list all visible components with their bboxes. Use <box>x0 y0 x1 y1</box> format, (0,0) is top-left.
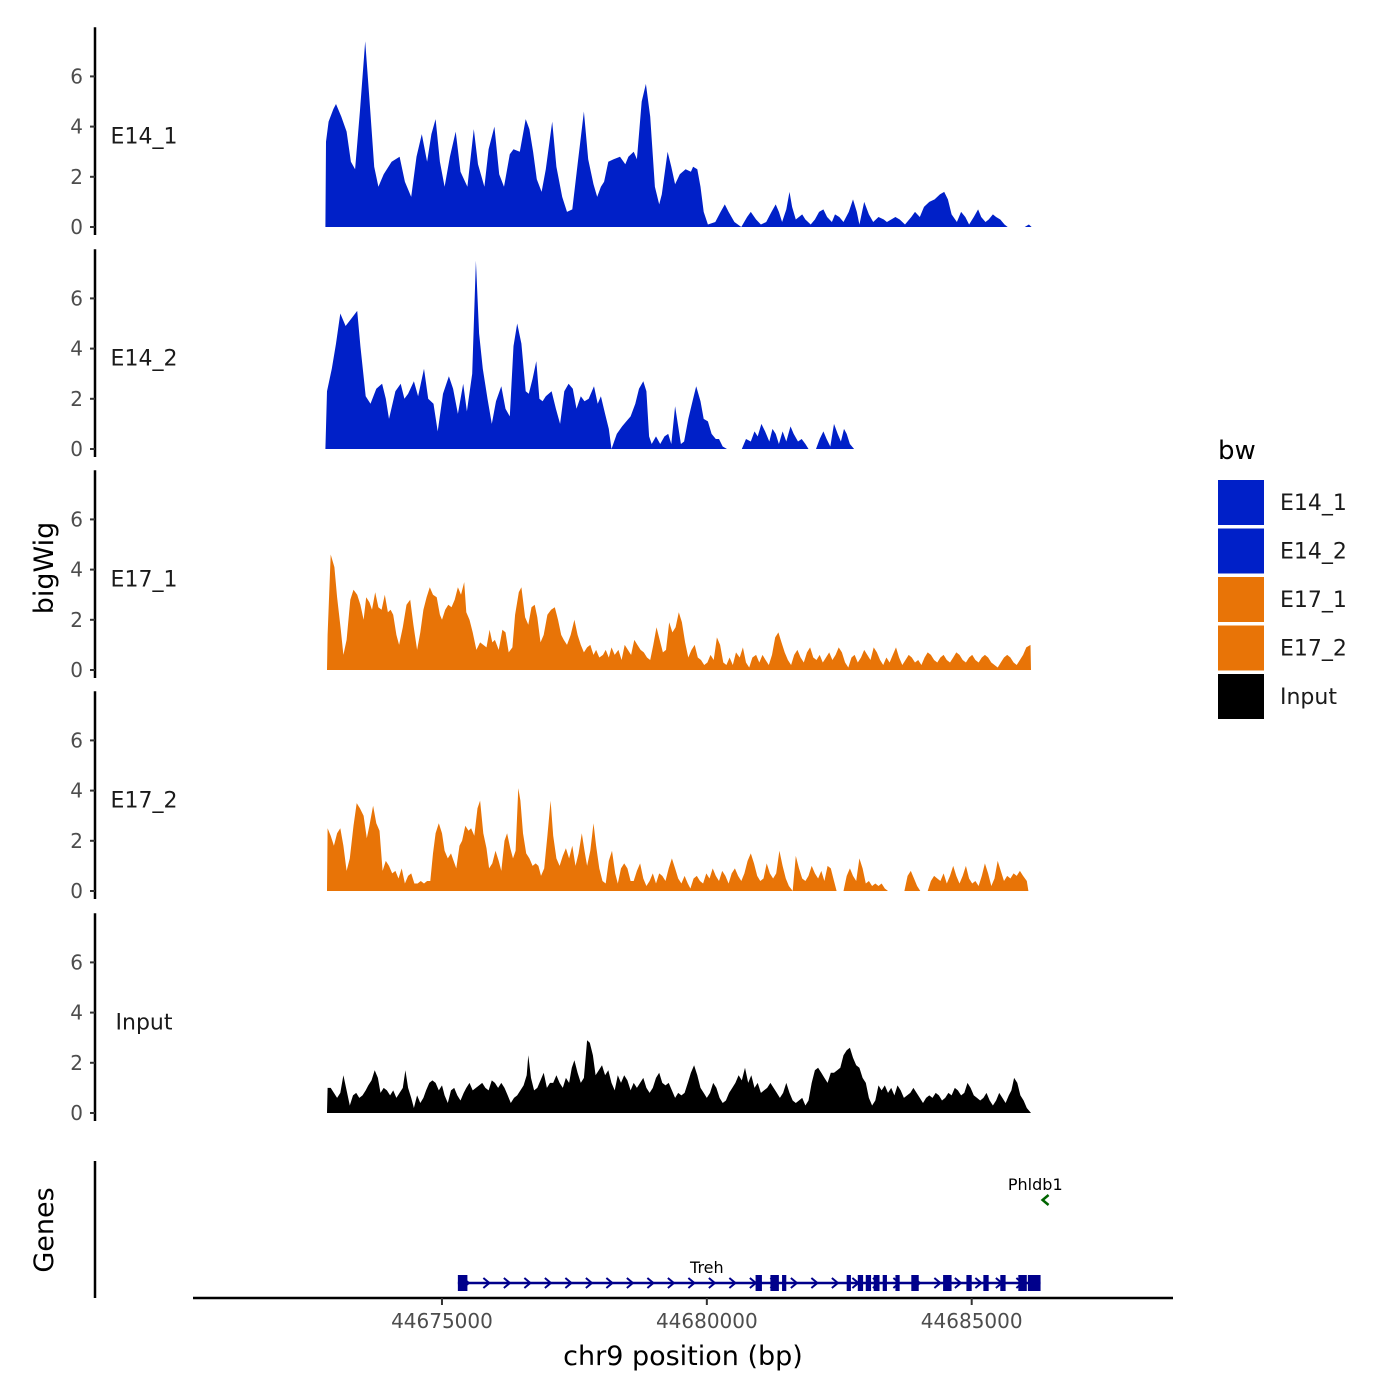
legend-label-Input: Input <box>1280 685 1337 710</box>
exon <box>966 1275 972 1291</box>
legend-label-E17_1: E17_1 <box>1280 588 1347 613</box>
y-tick-label: 6 <box>70 286 83 310</box>
exon <box>865 1275 872 1291</box>
exon <box>755 1275 762 1291</box>
track-label-E14_2: E14_2 <box>111 347 178 372</box>
gene-label: Phldb1 <box>1008 1175 1063 1194</box>
gene-Treh: Treh <box>457 1258 1041 1291</box>
area-E17_1 <box>327 554 1031 670</box>
y-tick-label: 0 <box>70 437 83 461</box>
track-label-E17_2: E17_2 <box>111 789 178 814</box>
exon <box>1027 1275 1041 1291</box>
strand-arrow <box>626 1277 635 1289</box>
strand-arrow <box>954 1277 963 1289</box>
area-E14_1 <box>325 41 1032 227</box>
y-tick-label: 2 <box>70 829 83 853</box>
signal-tracks: 0 2 4 6 E14_1 0 2 4 6 E14_2 0 2 4 6 E17_1 0 2 4 6 E17_2 0 2 4 6… <box>70 27 1032 1125</box>
track-Input: 0 2 4 6 Input <box>70 913 1031 1125</box>
track-E14_2: 0 2 4 6 E14_2 <box>70 249 865 461</box>
area-E17_2 <box>327 788 1029 891</box>
exon <box>943 1275 952 1291</box>
y-tick-label: 0 <box>70 879 83 903</box>
strand-arrow <box>790 1277 799 1289</box>
y-tick-label: 6 <box>70 950 83 974</box>
exon <box>983 1275 989 1291</box>
y-tick-label: 2 <box>70 387 83 411</box>
x-axis-title: chr9 position (bp) <box>563 1341 803 1372</box>
genes-panel-title: Genes <box>29 1187 60 1272</box>
strand-arrow <box>831 1277 840 1289</box>
strand-arrow <box>708 1277 717 1289</box>
strand-arrow <box>1040 1194 1050 1206</box>
y-tick-label: 2 <box>70 165 83 189</box>
x-tick-label: 44685000 <box>921 1309 1023 1333</box>
strand-arrow <box>482 1277 491 1289</box>
y-tick-label: 0 <box>70 1101 83 1125</box>
strand-arrow <box>605 1277 614 1289</box>
strand-arrow <box>503 1277 512 1289</box>
y-tick-label: 2 <box>70 608 83 632</box>
exon <box>857 1275 864 1291</box>
x-tick-label: 44680000 <box>656 1309 758 1333</box>
legend-title: bw <box>1218 436 1256 466</box>
exon <box>846 1275 851 1291</box>
legend-label-E14_2: E14_2 <box>1280 540 1347 565</box>
y-tick-label: 4 <box>70 115 83 139</box>
area-E14_2 <box>325 260 865 449</box>
y-tick-label: 0 <box>70 215 83 239</box>
legend-swatch-E14_1 <box>1218 480 1264 525</box>
genes-panel: 44675000 44680000 44685000 Treh Phldb1 <box>93 1161 1173 1333</box>
strand-arrow <box>810 1277 819 1289</box>
strand-arrow <box>728 1277 737 1289</box>
track-label-E14_1: E14_1 <box>111 125 178 150</box>
y-tick-label: 4 <box>70 1001 83 1025</box>
strand-arrow <box>585 1277 594 1289</box>
strand-arrow <box>646 1277 655 1289</box>
strand-arrow <box>544 1277 553 1289</box>
track-E14_1: 0 2 4 6 E14_1 <box>70 27 1032 239</box>
legend-label-E17_2: E17_2 <box>1280 637 1347 662</box>
y-axis-title: bigWig <box>29 522 60 615</box>
exon <box>882 1275 887 1291</box>
exon <box>895 1275 900 1291</box>
strand-arrow <box>667 1277 676 1289</box>
y-tick-label: 6 <box>70 728 83 752</box>
y-tick-label: 4 <box>70 337 83 361</box>
y-tick-label: 0 <box>70 658 83 682</box>
y-tick-label: 4 <box>70 558 83 582</box>
strand-arrow <box>523 1277 532 1289</box>
x-tick-label: 44675000 <box>391 1309 493 1333</box>
area-Input <box>327 1040 1031 1113</box>
exon <box>1018 1275 1027 1291</box>
y-tick-label: 4 <box>70 779 83 803</box>
strand-arrow <box>974 1277 983 1289</box>
y-tick-label: 6 <box>70 64 83 88</box>
track-label-E17_1: E17_1 <box>111 568 178 593</box>
legend: bw E14_1 E14_2 E17_1 E17_2 Input <box>1218 436 1347 719</box>
y-tick-label: 2 <box>70 1051 83 1075</box>
track-E17_1: 0 2 4 6 E17_1 <box>70 470 1031 682</box>
legend-label-E14_1: E14_1 <box>1280 491 1347 516</box>
exon <box>1000 1275 1006 1291</box>
exon <box>770 1275 779 1291</box>
track-E17_2: 0 2 4 6 E17_2 <box>70 691 1029 903</box>
legend-swatch-E17_2 <box>1218 625 1264 671</box>
gene-Phldb1: Phldb1 <box>1008 1175 1063 1206</box>
exon <box>460 1275 468 1291</box>
exon <box>873 1275 880 1291</box>
legend-swatch-E17_1 <box>1218 577 1264 622</box>
strand-arrow <box>564 1277 573 1289</box>
gene-label: Treh <box>689 1258 724 1277</box>
strand-arrow <box>933 1277 942 1289</box>
exon <box>911 1275 919 1291</box>
strand-arrow <box>687 1277 696 1289</box>
track-label-Input: Input <box>116 1011 173 1036</box>
legend-swatch-Input <box>1218 674 1264 719</box>
exon <box>782 1275 787 1291</box>
y-tick-label: 6 <box>70 507 83 531</box>
legend-swatch-E14_2 <box>1218 528 1264 574</box>
